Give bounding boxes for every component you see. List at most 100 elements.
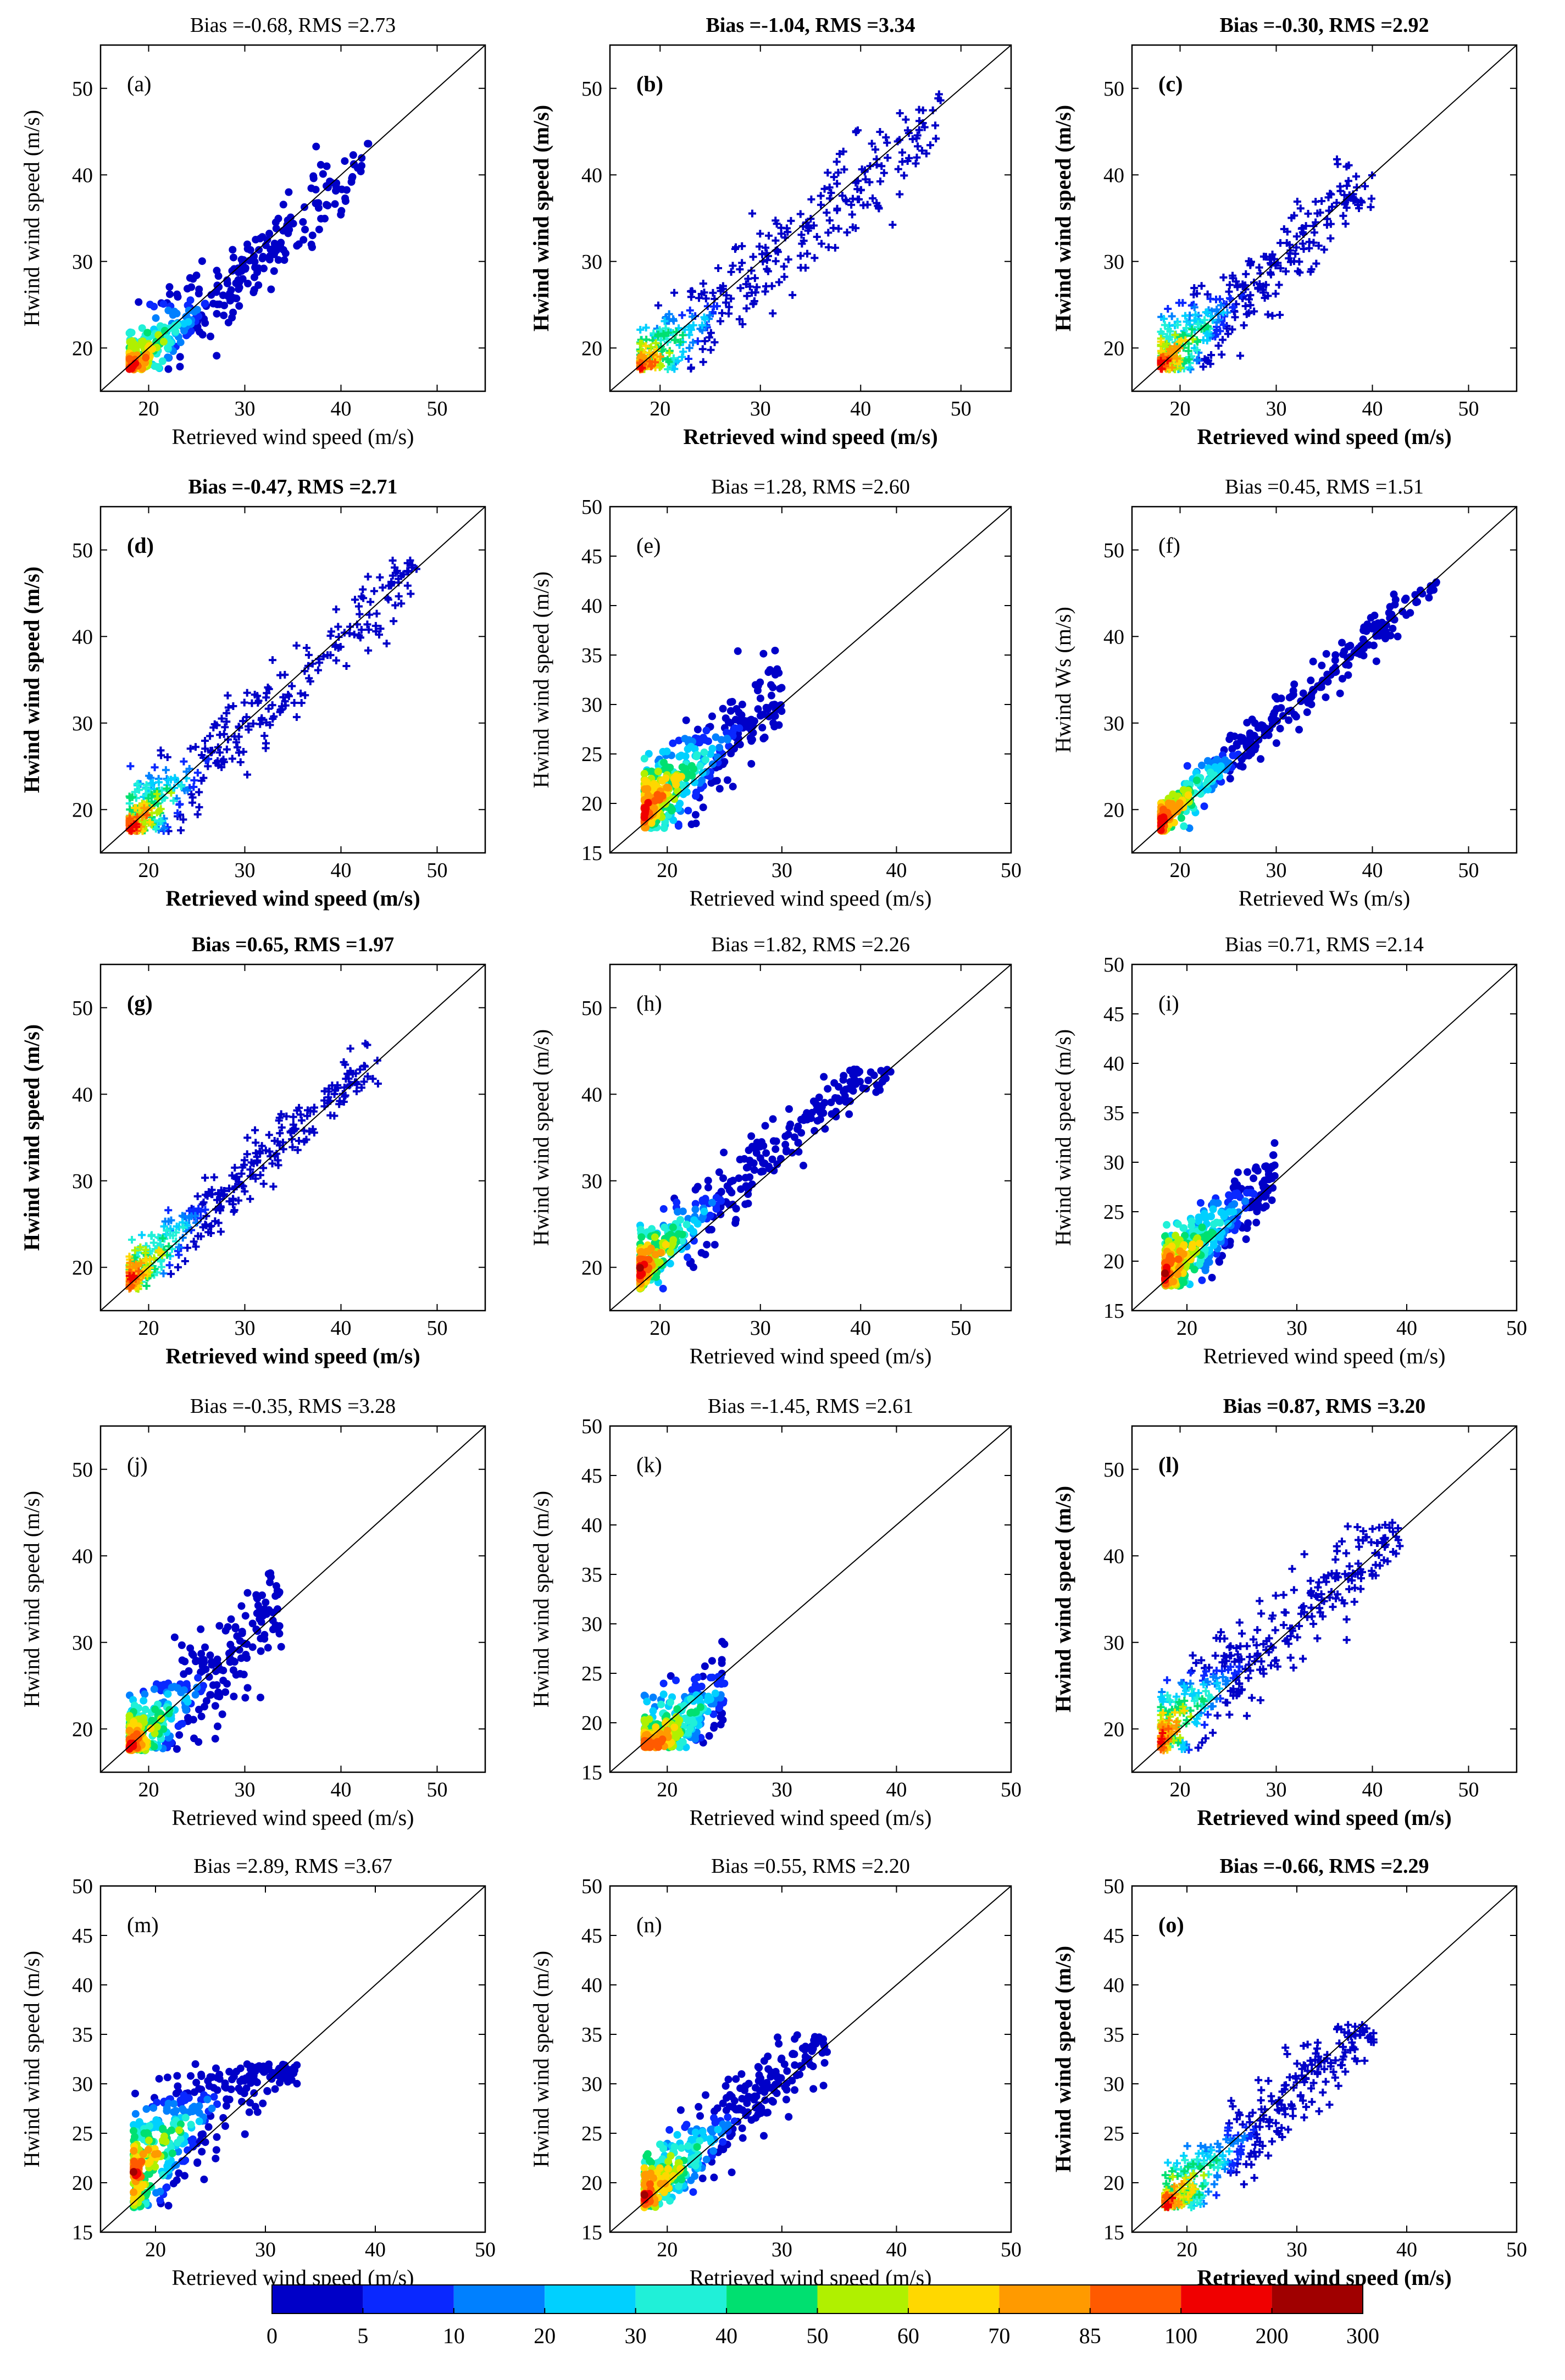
data-point (878, 1078, 886, 1086)
data-point (675, 736, 683, 745)
data-point (872, 146, 880, 154)
data-point (773, 1160, 781, 1168)
data-point (288, 1135, 296, 1144)
data-point (127, 1741, 135, 1750)
data-point (308, 231, 317, 240)
data-point (1157, 364, 1165, 373)
data-point (256, 720, 264, 728)
data-point (185, 765, 193, 773)
data-point (782, 1146, 791, 1155)
data-point (351, 596, 359, 604)
data-point (151, 763, 159, 772)
data-point (699, 358, 707, 366)
axes-frame (609, 963, 1012, 1312)
y-axis-label: Hwind wind speed (m/s) (529, 105, 553, 331)
y-tick-label: 20 (72, 1256, 93, 1279)
data-point (224, 735, 232, 744)
data-point (175, 1251, 183, 1259)
y-tick-label: 20 (581, 1712, 602, 1735)
data-point (1264, 731, 1273, 739)
data-point (312, 186, 320, 194)
data-point (889, 220, 897, 229)
data-point (817, 240, 825, 248)
one-to-one-line (1131, 45, 1517, 392)
data-point (249, 719, 257, 728)
data-point (164, 354, 173, 362)
y-tick-label: 40 (72, 625, 93, 648)
data-point (314, 666, 322, 674)
y-tick-label: 30 (72, 712, 93, 735)
data-point (375, 630, 384, 639)
data-point (842, 197, 851, 206)
data-point (1225, 287, 1233, 296)
data-point (669, 317, 678, 325)
data-point (342, 662, 351, 670)
data-point (172, 1228, 180, 1236)
data-point (207, 332, 215, 341)
data-point (1312, 259, 1320, 268)
data-point (1229, 303, 1237, 312)
data-point (240, 698, 248, 707)
data-point (389, 557, 397, 565)
data-point (771, 646, 779, 654)
data-point (157, 805, 165, 813)
data-point (263, 689, 271, 697)
x-axis-label: Retrieved wind speed (m/s) (1203, 1344, 1446, 1368)
data-point (1250, 1174, 1258, 1183)
data-point (692, 792, 700, 800)
data-point (1213, 306, 1221, 314)
data-point (356, 610, 364, 618)
data-point (1359, 635, 1367, 643)
data-point (699, 279, 707, 287)
data-point (1279, 712, 1287, 720)
data-point (285, 188, 293, 196)
data-point (782, 224, 791, 232)
scatter-points (636, 90, 945, 374)
data-point (1163, 332, 1171, 341)
data-point (903, 126, 912, 135)
data-point (1188, 325, 1196, 334)
data-point (854, 126, 862, 135)
data-point (1204, 331, 1212, 340)
data-point (213, 309, 221, 318)
data-point (744, 275, 752, 283)
data-point (1219, 321, 1228, 329)
data-point (676, 1216, 685, 1224)
data-point (1197, 282, 1206, 290)
data-point (243, 689, 251, 697)
data-point (158, 1234, 167, 1242)
data-point (1219, 273, 1228, 281)
data-point (824, 229, 833, 237)
data-point (142, 1246, 150, 1254)
data-point (365, 625, 373, 634)
data-point (898, 158, 907, 166)
data-point (180, 1686, 188, 1694)
data-point (171, 774, 179, 782)
data-point (693, 337, 702, 345)
data-point (855, 195, 863, 203)
data-point (857, 186, 865, 194)
data-point (708, 1199, 716, 1207)
data-point (722, 291, 730, 299)
x-axis-label: Retrieved wind speed (m/s) (165, 1344, 420, 1368)
data-point (348, 174, 356, 182)
data-point (290, 699, 298, 707)
data-point (1218, 336, 1227, 344)
data-point (807, 195, 815, 203)
panel-title: Bias =-0.47, RMS =2.71 (188, 475, 397, 498)
data-point (295, 1103, 303, 1112)
data-point (1275, 281, 1283, 289)
data-point (678, 311, 686, 319)
data-point (228, 755, 236, 763)
data-point (878, 162, 886, 170)
data-point (668, 807, 676, 815)
data-point (670, 336, 679, 344)
data-point (699, 1197, 707, 1206)
x-tick-label: 30 (235, 397, 256, 420)
data-point (1372, 657, 1380, 665)
scatter-points (125, 556, 420, 835)
y-tick-label: 50 (1103, 539, 1124, 562)
x-tick-label: 40 (1362, 397, 1383, 420)
data-point (695, 294, 703, 302)
y-tick-label: 15 (1103, 1300, 1124, 1323)
